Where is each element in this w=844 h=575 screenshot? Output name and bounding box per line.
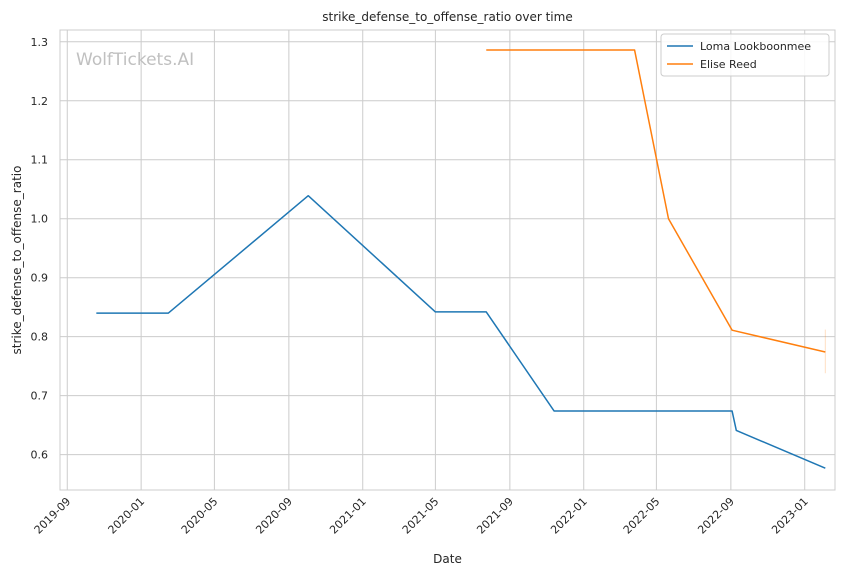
chart-title: strike_defense_to_offense_ratio over tim… <box>322 10 572 24</box>
series-layer <box>96 49 826 469</box>
series-line-1 <box>486 49 826 353</box>
x-axis-title: Date <box>433 552 462 566</box>
y-tick-label: 0.7 <box>31 390 49 403</box>
legend-box <box>660 33 830 77</box>
y-axis-title: strike_defense_to_offense_ratio <box>10 166 24 355</box>
y-tick-label: 1.2 <box>31 95 49 108</box>
watermark: WolfTickets.AI <box>76 50 194 70</box>
legend-label-0: Loma Lookboonmee <box>700 40 811 53</box>
plot-area <box>59 29 836 491</box>
y-tick-label: 0.9 <box>31 272 49 285</box>
grid-lines <box>60 30 835 490</box>
y-tick-label: 1.3 <box>31 36 49 49</box>
y-tick-label: 0.6 <box>31 449 49 462</box>
y-tick-label: 1.0 <box>31 213 49 226</box>
y-axis-ticks: 0.6 0.7 0.8 0.9 1.0 1.1 1.2 1.3 <box>31 36 49 462</box>
legend-label-1: Elise Reed <box>700 58 757 71</box>
legend: Loma Lookboonmee Elise Reed <box>660 33 830 77</box>
series-line-0 <box>96 194 826 469</box>
y-tick-label: 0.8 <box>31 331 49 344</box>
y-tick-label: 1.1 <box>31 154 49 167</box>
